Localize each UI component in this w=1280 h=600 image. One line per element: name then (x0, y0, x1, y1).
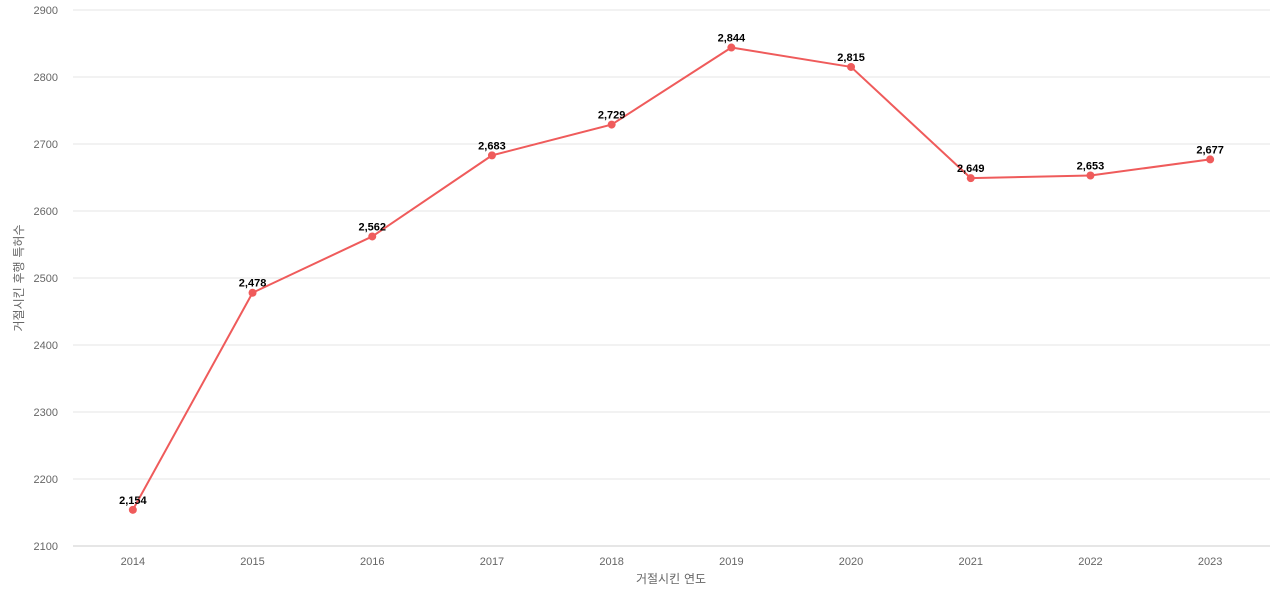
data-point[interactable] (966, 174, 975, 183)
x-axis-title: 거절시킨 연도 (636, 572, 706, 586)
data-labels: 2,154 2,478 2,562 2,683 2,729 2,844 2,815 2,649… (119, 33, 1224, 507)
data-point[interactable] (487, 151, 496, 160)
y-tick-label: 2500 (34, 273, 58, 285)
y-tick-label: 2400 (34, 340, 58, 352)
x-tick-label: 2014 (121, 556, 145, 568)
data-label: 2,478 (239, 278, 267, 290)
gridlines (73, 9, 1270, 480)
x-tick-label: 2023 (1198, 556, 1222, 568)
data-point[interactable] (847, 62, 856, 71)
series-line (131, 46, 1211, 511)
series-layer (128, 43, 1215, 514)
y-tick-label: 2300 (34, 407, 58, 419)
data-point[interactable] (607, 120, 616, 129)
data-label: 2,729 (598, 110, 626, 122)
data-label: 2,677 (1196, 144, 1224, 156)
data-point[interactable] (248, 288, 257, 297)
data-label: 2,844 (718, 33, 746, 45)
data-point[interactable] (128, 505, 137, 514)
data-label: 2,653 (1077, 160, 1105, 172)
x-tick-label: 2022 (1078, 556, 1102, 568)
data-label: 2,683 (478, 140, 506, 152)
x-tick-label: 2018 (599, 556, 623, 568)
x-tick-label: 2019 (719, 556, 743, 568)
x-tick-label: 2015 (240, 556, 264, 568)
data-label: 2,649 (957, 163, 985, 175)
data-point[interactable] (368, 232, 377, 241)
y-tick-label: 2600 (34, 206, 58, 218)
y-tick-label: 2800 (34, 72, 58, 84)
y-axis-title: 거절시킨 후행 특허수 (11, 225, 26, 332)
data-point[interactable] (1086, 171, 1095, 180)
y-tick-label: 2100 (34, 541, 58, 553)
data-point[interactable] (1206, 155, 1215, 164)
data-label: 2,815 (837, 52, 865, 64)
x-tick-label: 2021 (959, 556, 983, 568)
y-tick-label: 2200 (34, 474, 58, 486)
data-label: 2,562 (358, 221, 386, 233)
data-point[interactable] (727, 43, 736, 52)
axes: 2100 2200 2300 2400 2500 2600 2700 2800 2900 2014… (34, 5, 1270, 568)
data-label: 2,154 (119, 495, 147, 507)
x-tick-label: 2016 (360, 556, 384, 568)
y-tick-label: 2900 (34, 5, 58, 17)
y-tick-label: 2700 (34, 139, 58, 151)
x-tick-label: 2020 (839, 556, 863, 568)
x-tick-label: 2017 (480, 556, 504, 568)
